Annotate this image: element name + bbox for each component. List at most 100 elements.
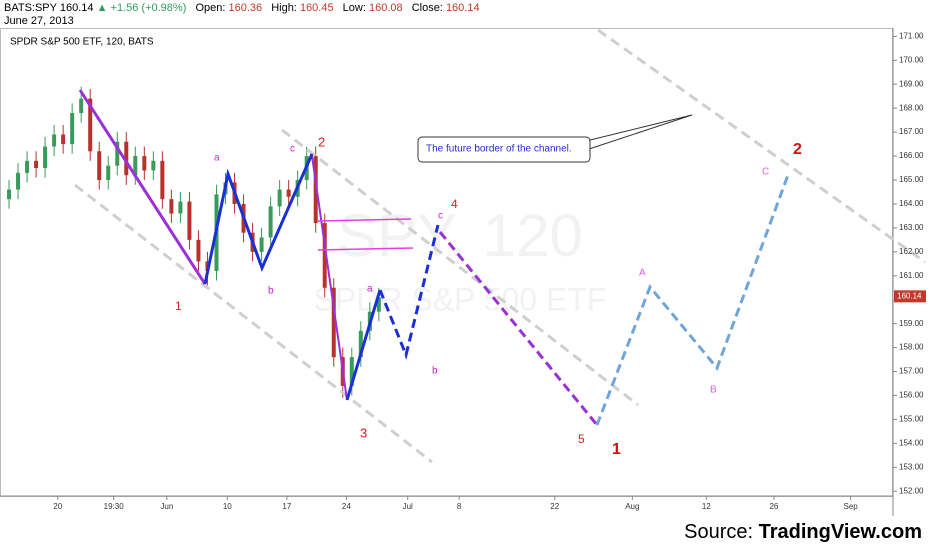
wave-line bbox=[595, 174, 790, 426]
last-price-tag bbox=[894, 290, 926, 303]
wave-label: 3 bbox=[360, 425, 367, 440]
candle-body bbox=[61, 134, 66, 145]
low-label: Low: bbox=[342, 2, 366, 14]
candle-body bbox=[124, 141, 129, 176]
channel-line bbox=[597, 28, 926, 264]
close-value: 160.14 bbox=[445, 2, 480, 14]
wave-label: a bbox=[214, 153, 220, 164]
level-line bbox=[317, 247, 414, 251]
x-tick-label: 17 bbox=[282, 502, 291, 511]
wave-line bbox=[345, 289, 382, 401]
y-tick-label: 164.00 bbox=[899, 199, 924, 208]
chart: SPY, 120 SPDR S&P 500 ETF SPDR S&P 500 E… bbox=[0, 28, 926, 516]
x-tick-label: 19:30 bbox=[104, 502, 125, 511]
x-tick-label: 26 bbox=[769, 502, 778, 511]
wave-label: 2 bbox=[318, 134, 325, 149]
axis-labels: 152.00 153.00 154.00 155.00 156.00 157.00 158.… bbox=[53, 31, 926, 511]
channel-lines bbox=[74, 28, 926, 464]
y-tick-label: 169.00 bbox=[899, 79, 924, 88]
x-tick-label: 10 bbox=[223, 502, 232, 511]
candle-body bbox=[349, 357, 354, 386]
wave-label: 1 bbox=[612, 441, 621, 458]
watermark-subtitle: SPDR S&P 500 ETF bbox=[314, 281, 607, 317]
high-label: High: bbox=[271, 2, 297, 14]
candle-body bbox=[187, 201, 192, 240]
candle-body bbox=[313, 156, 318, 224]
candle-body bbox=[142, 156, 147, 171]
open-label: Open: bbox=[195, 2, 226, 14]
candle-body bbox=[277, 189, 282, 207]
candle-body bbox=[16, 172, 21, 190]
x-tick-label: 20 bbox=[53, 502, 62, 511]
x-tick-label: 12 bbox=[702, 502, 711, 511]
candle-body bbox=[259, 237, 264, 252]
source-label: Source: bbox=[684, 521, 754, 543]
source: Source: TradingView.com bbox=[684, 521, 922, 544]
candle-body bbox=[52, 134, 57, 147]
candle-body bbox=[286, 189, 291, 197]
candle-body bbox=[34, 160, 39, 169]
y-tick-label: 167.00 bbox=[899, 127, 924, 136]
candle-body bbox=[358, 330, 363, 358]
callout-text: The future border of the channel. bbox=[426, 144, 572, 155]
y-tick-label: 165.00 bbox=[899, 175, 924, 184]
change: +1.56 (+0.98%) bbox=[110, 2, 187, 14]
y-tick-label: 166.00 bbox=[899, 151, 924, 160]
x-tick-label: Jun bbox=[160, 502, 173, 511]
last-price-label: 160.14 bbox=[897, 291, 922, 300]
y-tick-label: 153.00 bbox=[899, 462, 924, 471]
y-tick-label: 152.00 bbox=[899, 486, 924, 495]
wave-label: 5 bbox=[578, 432, 585, 446]
candle-body bbox=[7, 189, 12, 200]
chart-title: SPDR S&P 500 ETF, 120, BATS bbox=[10, 37, 154, 48]
candle-body bbox=[79, 98, 84, 113]
header: BATS:SPY 160.14 ▲ +1.56 (+0.98%) Open: 1… bbox=[4, 2, 486, 28]
candle-body bbox=[151, 160, 156, 171]
wave-label: B bbox=[710, 385, 717, 396]
wave-line bbox=[311, 155, 348, 401]
candle-body bbox=[97, 151, 102, 181]
channel-line bbox=[281, 128, 639, 407]
wave-label: 4 bbox=[451, 197, 458, 211]
candle-body bbox=[169, 199, 174, 214]
x-tick-label: Jul bbox=[403, 502, 413, 511]
wave-label: 2 bbox=[793, 141, 802, 158]
wave-label: c bbox=[438, 211, 443, 222]
x-tick-label: 22 bbox=[550, 502, 559, 511]
wave-label: 1 bbox=[175, 299, 182, 313]
wave-label: A bbox=[639, 268, 646, 279]
wave-label: C bbox=[762, 167, 769, 178]
wave-label: b bbox=[432, 366, 438, 377]
candle-body bbox=[160, 160, 165, 200]
channel-line bbox=[74, 183, 433, 464]
candle-body bbox=[115, 141, 120, 166]
annotations: 1 2 3 4 5 a b c a b c 1 2 A B C The futu… bbox=[175, 134, 802, 458]
wave-label: b bbox=[268, 286, 274, 297]
candle-body bbox=[268, 206, 273, 238]
source-site: TradingView.com bbox=[758, 521, 922, 543]
y-tick-label: 159.00 bbox=[899, 319, 924, 328]
wave-label: a bbox=[367, 284, 373, 295]
drawings bbox=[74, 28, 926, 464]
y-tick-label: 170.00 bbox=[899, 55, 924, 64]
candle-body bbox=[106, 165, 111, 181]
candle-body bbox=[43, 146, 48, 169]
candle-body bbox=[178, 201, 183, 214]
candle-body bbox=[70, 112, 75, 145]
x-tick-label: 8 bbox=[457, 502, 462, 511]
high-value: 160.45 bbox=[299, 2, 334, 14]
candle-body bbox=[25, 160, 30, 173]
y-tick-label: 155.00 bbox=[899, 415, 924, 424]
price: 160.14 bbox=[59, 2, 94, 14]
y-tick-label: 156.00 bbox=[899, 391, 924, 400]
y-tick-label: 168.00 bbox=[899, 103, 924, 112]
callout-pointer bbox=[581, 114, 693, 151]
x-tick-label: Sep bbox=[843, 502, 858, 511]
candle-body bbox=[322, 223, 327, 288]
wave-label: c bbox=[290, 144, 295, 155]
candle-body bbox=[133, 156, 138, 176]
symbol: BATS:SPY bbox=[4, 2, 57, 14]
candle-body bbox=[376, 297, 381, 312]
candle-body bbox=[196, 239, 201, 262]
